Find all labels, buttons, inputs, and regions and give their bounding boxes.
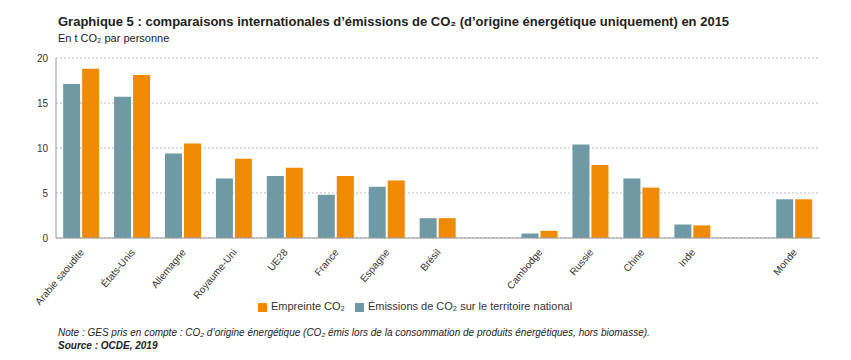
svg-text:Russie: Russie — [567, 246, 595, 277]
html-text:En t CO₂ par personne: En t CO₂ par personne — [58, 32, 170, 44]
svg-text:Allemagne: Allemagne — [149, 246, 188, 290]
svg-text:Inde: Inde — [676, 246, 697, 268]
svg-text:Espagne: Espagne — [358, 246, 392, 284]
svg-text:Chine: Chine — [621, 246, 647, 273]
svg-text:10: 10 — [37, 143, 49, 154]
svg-text:20: 20 — [37, 53, 49, 64]
html-text:Note : GES pris en compte : CO: Note : GES pris en compte : CO₂ d’origin… — [58, 327, 650, 338]
svg-text:Royaume-Uni: Royaume-Uni — [191, 247, 239, 301]
svg-text:Monde: Monde — [771, 246, 799, 277]
svg-text:France: France — [312, 246, 341, 277]
svg-text:Brésil: Brésil — [418, 247, 443, 273]
html-text:Source : OCDE, 2019: Source : OCDE, 2019 — [58, 340, 158, 351]
html-text:Émissions de CO₂ sur le territ: Émissions de CO₂ sur le territoire natio… — [367, 300, 573, 312]
svg-text:Cambodge: Cambodge — [505, 246, 545, 291]
svg-text:UE28: UE28 — [265, 246, 290, 273]
svg-text:0: 0 — [42, 233, 48, 244]
svg-text:Arabie saoudite: Arabie saoudite — [33, 246, 86, 307]
svg-text:15: 15 — [37, 98, 49, 109]
svg-text:5: 5 — [42, 188, 48, 199]
html-text:Graphique 5 : comparaisons int: Graphique 5 : comparaisons international… — [58, 14, 730, 29]
svg-text:États-Unis: États-Unis — [98, 246, 137, 289]
html-text:Empreinte CO₂: Empreinte CO₂ — [270, 300, 345, 312]
